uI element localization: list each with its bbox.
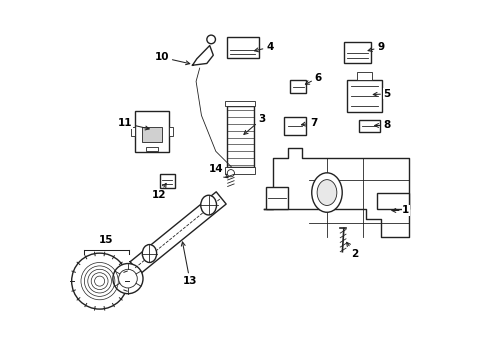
- Circle shape: [206, 35, 215, 44]
- Polygon shape: [264, 148, 408, 237]
- Bar: [145, 147, 158, 151]
- Text: 4: 4: [254, 42, 273, 52]
- Bar: [226, 37, 258, 58]
- Bar: [135, 111, 169, 152]
- Bar: [131, 127, 135, 136]
- Text: 10: 10: [154, 52, 189, 65]
- Bar: [357, 72, 371, 80]
- Text: 6: 6: [305, 73, 321, 84]
- Text: 3: 3: [244, 114, 265, 134]
- Polygon shape: [130, 192, 226, 274]
- Text: 8: 8: [374, 121, 390, 130]
- Ellipse shape: [311, 173, 342, 212]
- Text: 12: 12: [152, 183, 166, 200]
- Bar: [142, 127, 162, 141]
- Text: 2: 2: [346, 242, 358, 258]
- Text: 9: 9: [367, 42, 384, 52]
- Bar: [343, 42, 370, 63]
- Text: 1: 1: [391, 206, 409, 216]
- Circle shape: [227, 170, 234, 177]
- Ellipse shape: [201, 195, 216, 215]
- Bar: [290, 80, 305, 93]
- FancyBboxPatch shape: [283, 117, 305, 135]
- Bar: [159, 174, 175, 188]
- Text: 5: 5: [372, 89, 390, 99]
- Bar: [265, 187, 287, 209]
- Circle shape: [72, 253, 127, 309]
- Bar: [169, 127, 172, 136]
- Circle shape: [113, 264, 142, 294]
- Bar: [226, 107, 253, 167]
- Text: 13: 13: [181, 242, 197, 286]
- Bar: [224, 167, 255, 174]
- Circle shape: [119, 269, 137, 288]
- Text: 11: 11: [118, 118, 149, 130]
- Bar: [376, 193, 408, 209]
- Text: 15: 15: [99, 235, 113, 245]
- Bar: [358, 121, 379, 132]
- Text: 14: 14: [208, 164, 227, 178]
- Ellipse shape: [317, 180, 336, 206]
- Bar: [346, 80, 381, 112]
- Text: 7: 7: [301, 118, 317, 128]
- Bar: [224, 101, 255, 107]
- Ellipse shape: [142, 244, 156, 262]
